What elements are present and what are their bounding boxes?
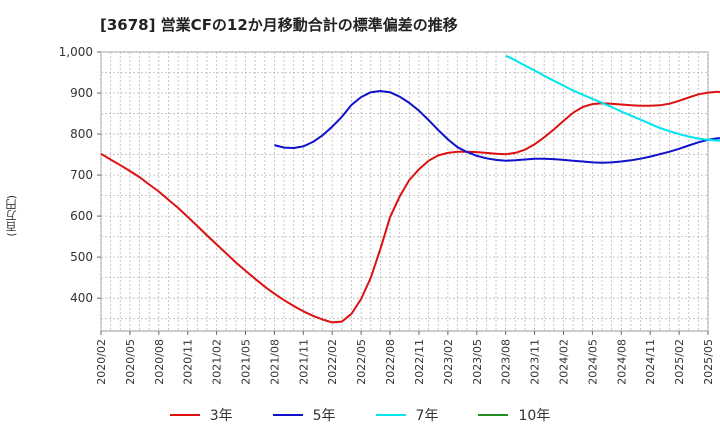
x-tick-label: 2020/05 (124, 339, 137, 385)
line-chart: 400 500 600 700 800 900 1,000 2020/02 2020/05 202… (59, 45, 720, 385)
y-tick-label: 600 (70, 209, 93, 223)
legend-item-4: 10年 (478, 405, 550, 425)
legend-item-2: 5年 (272, 405, 336, 425)
x-tick-label: 2022/05 (355, 339, 368, 385)
y-tick-label: 500 (70, 250, 93, 264)
legend-label: 7年 (415, 408, 439, 424)
legend-swatch (272, 414, 303, 416)
x-tick-label: 2024/02 (557, 339, 570, 385)
legend-label: 3年 (209, 408, 233, 424)
x-tick-label: 2025/05 (702, 339, 715, 385)
x-tick-label: 2020/02 (95, 339, 108, 385)
x-tick-label: 2022/11 (413, 339, 426, 385)
x-tick-label: 2021/11 (297, 339, 310, 385)
x-tick-label: 2023/05 (471, 339, 484, 385)
series-line-2 (274, 90, 720, 164)
series-line-3 (505, 54, 720, 142)
x-tick-label: 2020/08 (153, 339, 166, 385)
legend: 3年 5年 7年 10年 (0, 405, 720, 425)
legend-swatch (478, 414, 509, 416)
x-tick-label: 2024/05 (586, 339, 599, 385)
x-tick-label: 2024/08 (615, 339, 628, 385)
x-tick-label: 2024/11 (644, 339, 657, 385)
y-tick-label: 700 (70, 168, 93, 182)
series-line-1 (100, 90, 720, 324)
legend-item-3: 7年 (375, 405, 439, 425)
x-tick-label: 2022/08 (384, 339, 397, 385)
legend-label: 10年 (518, 408, 551, 424)
x-tick-label: 2023/02 (442, 339, 455, 385)
x-tick-label: 2023/11 (529, 339, 542, 385)
legend-swatch (375, 414, 406, 416)
x-tick-label: 2021/02 (211, 339, 224, 385)
x-tick-label: 2021/08 (268, 339, 281, 385)
y-tick-label: 900 (70, 86, 93, 100)
x-tick-label: 2021/05 (240, 339, 253, 385)
y-tick-label: 800 (70, 127, 93, 141)
chart-title: [3678] 営業CFの12か月移動合計の標準偏差の推移 (100, 16, 458, 34)
x-tick-label: 2023/08 (500, 339, 513, 385)
plot-area (100, 51, 709, 332)
y-tick-label: 1,000 (59, 45, 93, 59)
legend-swatch (169, 414, 200, 416)
legend-item-1: 3年 (169, 405, 233, 425)
x-tick-label: 2022/02 (326, 339, 339, 385)
x-tick-label: 2025/02 (673, 339, 686, 385)
x-tick-label: 2020/11 (182, 339, 195, 385)
legend-label: 5年 (312, 408, 336, 424)
y-tick-label: 400 (70, 291, 93, 305)
